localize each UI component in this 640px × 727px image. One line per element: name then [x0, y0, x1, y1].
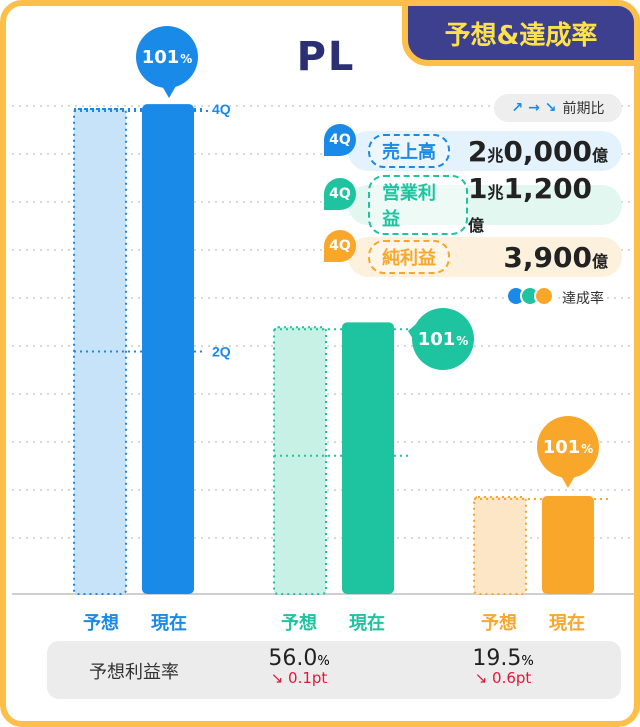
x-label-op-current: 現在 — [349, 613, 385, 634]
metric-pill: 売上高 2兆0,000億 — [348, 131, 622, 171]
x-label-net-forecast: 予想 — [481, 613, 517, 634]
forecast-bar-op — [273, 326, 327, 595]
metric-row: 純利益 3,900億 4Q — [324, 230, 624, 278]
bubble-pointer-sales — [162, 86, 176, 98]
metric-label: 純利益 — [368, 240, 450, 274]
net-margin-delta: ↘ 0.6pt — [474, 669, 532, 687]
achievement-bubble-op: 101% — [412, 308, 474, 370]
current-bar-sales — [142, 104, 194, 595]
page-title: PL — [296, 34, 356, 80]
comparison-legend-label: 前期比 — [562, 101, 605, 117]
forecast-bar-net — [473, 496, 527, 595]
achievement-legend-label: 達成率 — [562, 291, 604, 307]
current-bar-op — [342, 322, 394, 594]
x-label-sales-forecast: 予想 — [83, 613, 119, 634]
metric-label: 売上高 — [368, 134, 450, 168]
quarter-badge: 4Q — [324, 124, 356, 156]
metric-value: 1兆1,200億 — [467, 172, 593, 235]
profit-margin-label: 予想利益率 — [89, 662, 179, 683]
op-margin: 56.0% ↘ 0.1pt — [239, 646, 359, 687]
comparison-legend: ↗ → ↘ 前期比 — [494, 94, 622, 122]
quarter-badge: 4Q — [324, 178, 356, 210]
quarter-badge: 4Q — [324, 230, 356, 262]
net-margin: 19.5% ↘ 0.6pt — [443, 646, 563, 687]
forecast-tag: 予想&達成率 — [402, 6, 634, 66]
op-margin-delta: ↘ 0.1pt — [270, 669, 328, 687]
x-label-op-forecast: 予想 — [281, 613, 317, 634]
x-label-sales-current: 現在 — [151, 613, 187, 634]
metric-value: 2兆0,000億 — [467, 134, 608, 168]
metric-row: 営業利益 1兆1,200億 4Q — [324, 172, 624, 235]
trend-arrows-icon: ↗ → ↘ — [511, 100, 557, 116]
bar-chart: 4Q 2Q — [12, 86, 634, 595]
profit-margin-row: 予想利益率 56.0% ↘ 0.1pt 19.5% ↘ 0.6pt — [47, 641, 621, 699]
current-bar-net — [542, 496, 594, 594]
achievement-bubble-sales: 101% — [136, 26, 198, 88]
x-label-net-current: 現在 — [549, 613, 585, 634]
quarter-marker-label: 2Q — [212, 344, 231, 360]
metric-value: 3,900億 — [503, 240, 608, 274]
achievement-dots-icon — [506, 286, 554, 310]
metric-row: 売上高 2兆0,000億 4Q — [324, 124, 624, 172]
metric-label: 営業利益 — [368, 175, 468, 235]
metric-pill: 営業利益 1兆1,200億 — [348, 172, 622, 235]
bubble-pointer-net — [561, 476, 575, 488]
quarter-marker-label: 4Q — [212, 101, 231, 117]
metric-pill: 純利益 3,900億 — [348, 237, 622, 277]
achievement-bubble-net: 101% — [537, 416, 599, 478]
achievement-legend: 達成率 — [506, 286, 604, 310]
